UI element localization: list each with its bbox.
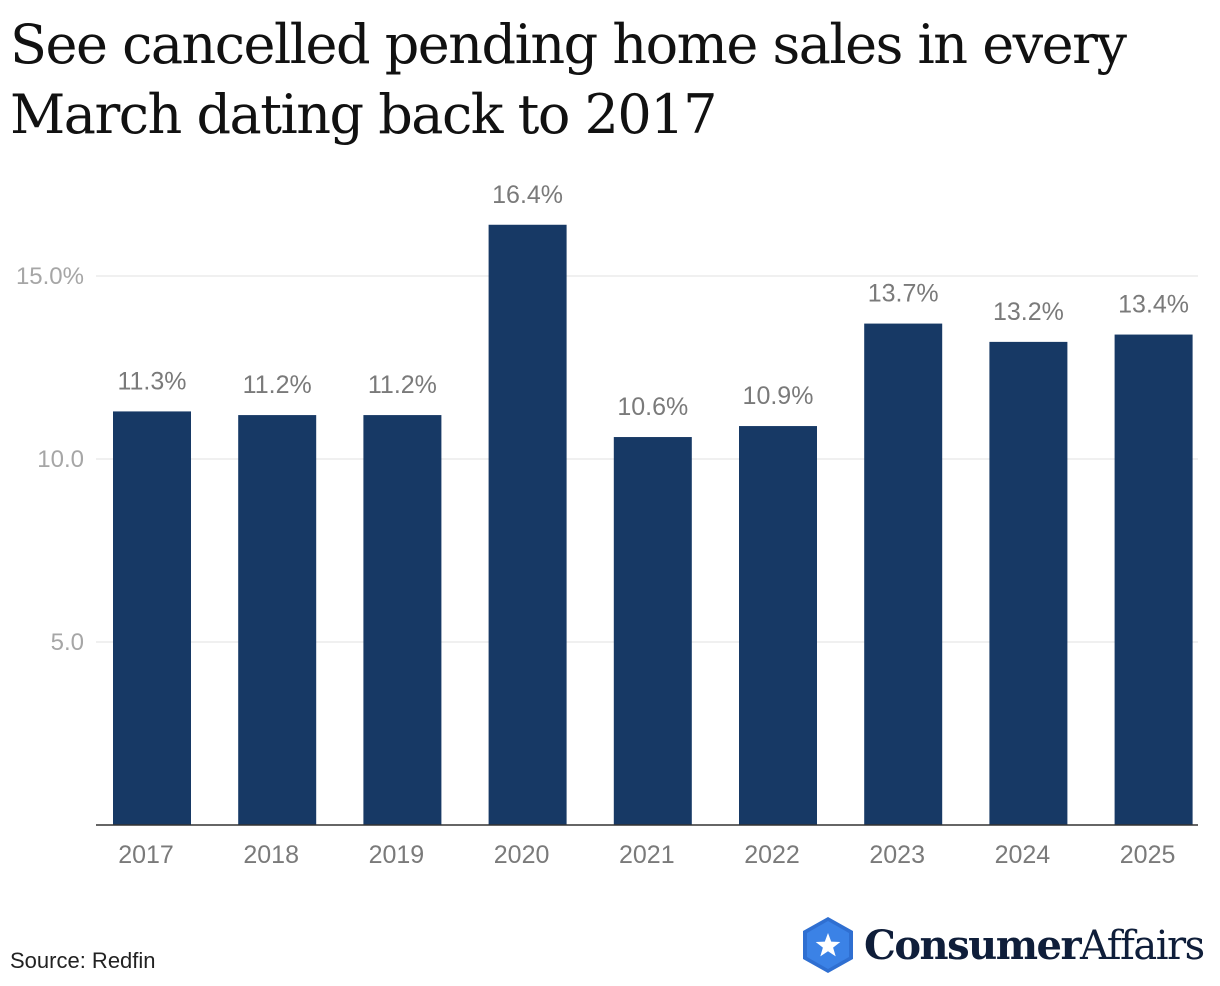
x-axis-ticks: 2017 2018 2019 2020 2021 2022 2023 2024 2025 [118,841,1175,869]
y-tick-label: 5.0 [51,629,84,656]
y-tick-label: 15.0% [16,263,84,290]
data-label: 11.3% [117,367,186,395]
brand-name: ConsumerAffairs [864,921,1205,969]
data-label: 11.2% [368,371,437,399]
x-tick-label: 2018 [243,841,299,869]
bar-2019 [363,415,442,825]
data-label: 13.4% [1118,291,1189,319]
bar-2024 [989,341,1068,825]
y-tick-label: 10.0 [37,446,84,473]
brand-logo: ConsumerAffairs [800,914,1205,976]
data-labels: 11.3% 11.2% 11.2% 16.4% 10.6% 10.9% 13.7% 13.2%… [117,181,1189,421]
bar-2020 [488,224,567,825]
bars [113,224,1193,825]
data-label: 10.6% [617,393,688,421]
data-label: 13.2% [993,298,1064,326]
bar-2018 [238,415,317,825]
bar-chart: 5.0 10.0 15.0% 11.3% 11.2% 11.2% 16.4% 10.6% 10… [16,181,1198,869]
bar-2017 [113,411,191,825]
bar-2022 [739,426,817,825]
bar-2025 [1114,334,1193,825]
bar-2023 [864,323,943,825]
x-tick-label: 2017 [118,841,174,869]
data-label: 13.7% [868,280,939,308]
x-tick-label: 2021 [619,841,675,869]
x-tick-label: 2022 [744,841,800,869]
data-label: 10.9% [743,382,814,410]
x-tick-label: 2025 [1120,841,1176,869]
star-hexagon-icon [803,917,853,973]
data-label: 16.4% [492,181,563,209]
data-label: 11.2% [243,371,312,399]
x-tick-label: 2023 [869,841,925,869]
y-axis-ticks: 5.0 10.0 15.0% [16,263,84,656]
x-tick-label: 2024 [995,841,1051,869]
chart-title: See cancelled pending home sales in ever… [10,13,1127,146]
x-tick-label: 2019 [369,841,425,869]
source-note: Source: Redfin [10,948,156,973]
x-tick-label: 2020 [494,841,550,869]
bar-2021 [613,437,692,825]
